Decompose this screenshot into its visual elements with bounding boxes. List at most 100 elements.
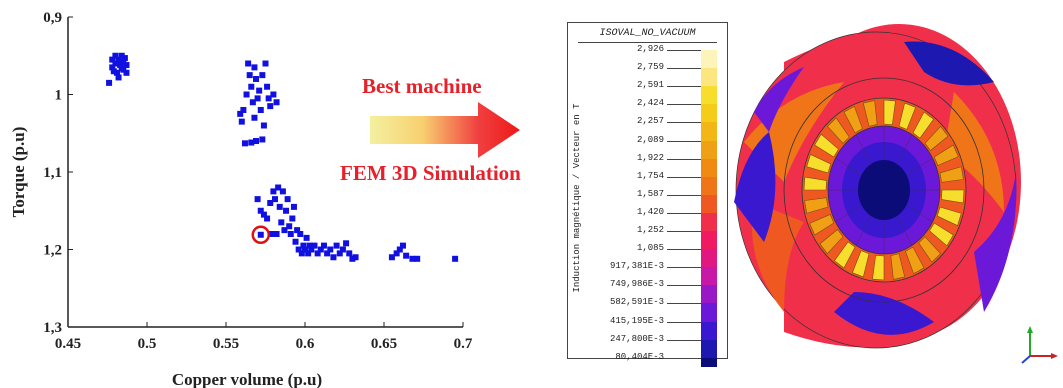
data-point	[275, 184, 282, 191]
legend-swatch	[701, 303, 717, 322]
stator-tooth	[843, 105, 863, 134]
legend-swatch	[701, 140, 717, 160]
stator-tooth	[905, 246, 925, 275]
legend-swatch	[701, 50, 717, 69]
legend-tick	[667, 50, 701, 51]
mesh-line	[896, 134, 913, 165]
mesh-line	[855, 215, 872, 246]
data-point	[278, 219, 285, 226]
stator-tooth	[827, 117, 850, 144]
legend-swatch	[701, 212, 717, 232]
data-point	[281, 227, 288, 234]
data-point	[330, 254, 337, 261]
data-point	[314, 250, 321, 257]
data-point	[306, 242, 313, 249]
x-tick-label: 0.55	[213, 336, 239, 352]
data-point	[254, 95, 261, 102]
legend-swatch	[701, 104, 717, 123]
data-point	[284, 196, 291, 203]
legend-value: 2,257	[636, 116, 664, 127]
data-point	[297, 231, 304, 237]
x-tick-label: 0.5	[138, 336, 157, 352]
legend-tick	[667, 140, 701, 142]
stator-tooth	[834, 241, 856, 269]
legend-swatch	[701, 339, 717, 359]
legend-value: 247,800E-3	[609, 333, 664, 344]
data-point	[287, 231, 294, 237]
stator-tooth	[936, 206, 962, 226]
stator-tooth	[883, 99, 896, 126]
data-point	[273, 231, 280, 237]
data-point	[238, 118, 245, 125]
data-point	[264, 83, 271, 90]
data-point	[311, 242, 318, 249]
data-point	[260, 211, 267, 218]
data-point	[273, 99, 280, 106]
best-machine-point	[257, 231, 264, 238]
gradient-arrow	[370, 102, 520, 158]
data-point	[349, 255, 356, 262]
stator-tooth	[898, 102, 916, 130]
data-point	[298, 250, 305, 257]
data-point	[393, 250, 400, 257]
data-point	[264, 215, 271, 222]
legend-value: 2,424	[636, 98, 664, 109]
data-point	[303, 234, 310, 241]
data-point	[336, 250, 343, 257]
legend-tick	[667, 339, 701, 341]
x-tick-label: 0.6	[296, 336, 315, 352]
data-point	[245, 60, 252, 67]
legend-tick	[667, 321, 701, 323]
data-point	[271, 196, 278, 203]
data-point	[283, 207, 290, 214]
data-point	[259, 136, 266, 143]
legend-tick	[667, 86, 701, 88]
cold-region	[754, 67, 804, 132]
data-point	[109, 64, 116, 71]
stator-tooth	[814, 133, 839, 158]
legend-tick	[667, 176, 701, 178]
data-point	[276, 203, 283, 210]
legend-value: 80,404E-3	[615, 351, 664, 362]
mesh-line	[896, 215, 913, 246]
stator-tooth	[918, 236, 941, 263]
data-point	[267, 200, 274, 206]
stator-tooth	[852, 250, 870, 278]
fem-3d-machine-render	[734, 24, 1021, 349]
data-point	[251, 64, 258, 71]
legend-swatch	[701, 357, 717, 367]
data-point	[339, 246, 346, 253]
data-point	[267, 103, 274, 110]
best-machine-label: Best machine	[362, 74, 482, 98]
legend-value: 1,085	[636, 243, 664, 254]
stator-tooth	[941, 189, 965, 204]
y-tick-label: 1,2	[43, 243, 62, 259]
data-point	[259, 72, 266, 79]
x-axis-title: Copper volume (p.u)	[172, 370, 322, 388]
legend-tick	[667, 357, 701, 359]
stator-tooth	[809, 214, 835, 236]
legend-axis-label: Induction magnétique / Vecteur en T	[572, 103, 582, 293]
legend-value: 1,754	[636, 170, 664, 181]
legend-swatch	[701, 194, 717, 214]
y-tick-label: 1,3	[43, 320, 62, 336]
data-point	[113, 69, 120, 76]
data-point	[248, 139, 255, 146]
data-point	[120, 58, 127, 65]
legend-swatch	[701, 176, 717, 196]
data-point	[121, 55, 128, 62]
data-point	[352, 254, 359, 261]
legend-swatch	[701, 122, 717, 141]
stator-tooth	[803, 176, 827, 191]
legend-tick	[667, 249, 701, 251]
legend-swatch	[701, 68, 717, 87]
data-point	[343, 240, 350, 247]
data-point	[257, 107, 264, 113]
data-point	[123, 69, 130, 76]
legend-tick	[667, 303, 701, 305]
data-point	[260, 122, 267, 129]
data-point	[414, 255, 421, 262]
stator-tooth	[804, 197, 829, 214]
data-point	[346, 250, 353, 257]
data-point	[262, 60, 269, 67]
